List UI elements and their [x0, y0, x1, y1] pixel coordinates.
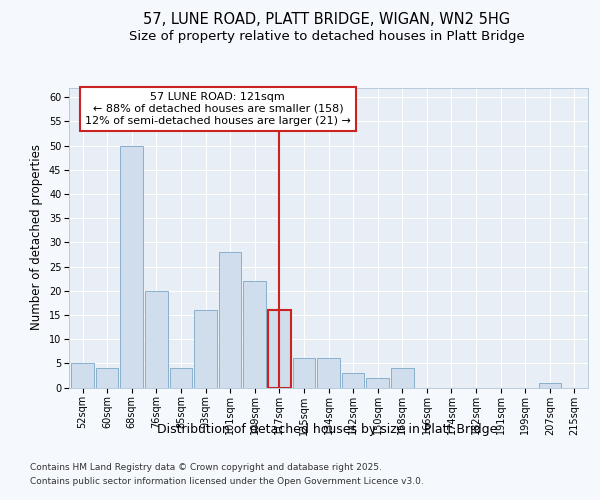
- Bar: [219, 252, 241, 388]
- Bar: [121, 146, 143, 388]
- Bar: [244, 281, 266, 388]
- Bar: [367, 378, 389, 388]
- Bar: [268, 310, 290, 388]
- Bar: [96, 368, 118, 388]
- Bar: [71, 364, 94, 388]
- Bar: [317, 358, 340, 388]
- Bar: [342, 373, 364, 388]
- Text: 57, LUNE ROAD, PLATT BRIDGE, WIGAN, WN2 5HG: 57, LUNE ROAD, PLATT BRIDGE, WIGAN, WN2 …: [143, 12, 511, 28]
- Bar: [391, 368, 413, 388]
- Text: Contains HM Land Registry data © Crown copyright and database right 2025.: Contains HM Land Registry data © Crown c…: [30, 464, 382, 472]
- Y-axis label: Number of detached properties: Number of detached properties: [31, 144, 43, 330]
- Bar: [145, 290, 167, 388]
- Bar: [293, 358, 315, 388]
- Text: Size of property relative to detached houses in Platt Bridge: Size of property relative to detached ho…: [129, 30, 525, 43]
- Bar: [170, 368, 192, 388]
- Bar: [194, 310, 217, 388]
- Text: Distribution of detached houses by size in Platt Bridge: Distribution of detached houses by size …: [157, 422, 497, 436]
- Bar: [539, 382, 561, 388]
- Text: Contains public sector information licensed under the Open Government Licence v3: Contains public sector information licen…: [30, 477, 424, 486]
- Text: 57 LUNE ROAD: 121sqm
← 88% of detached houses are smaller (158)
12% of semi-deta: 57 LUNE ROAD: 121sqm ← 88% of detached h…: [85, 92, 351, 126]
